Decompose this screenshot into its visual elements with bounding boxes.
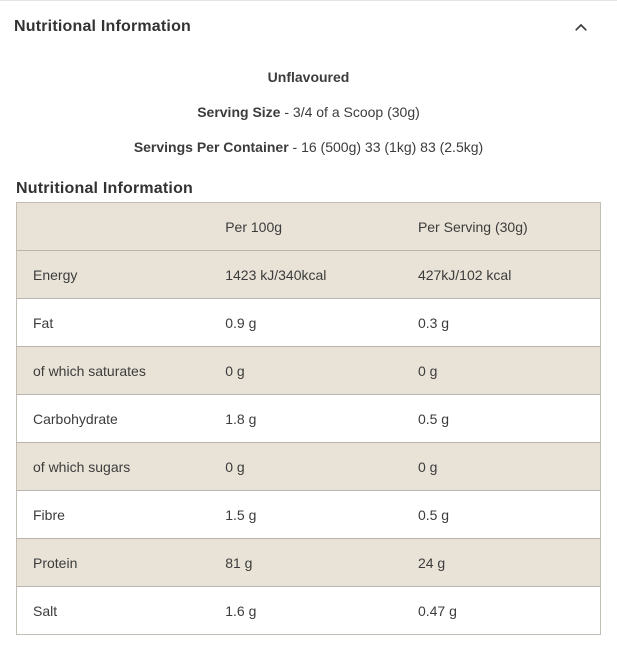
row-label: of which sugars — [16, 442, 210, 491]
row-label: Energy — [16, 250, 210, 299]
flavour-name: Unflavoured — [267, 69, 350, 85]
per-100g-value: 1.8 g — [209, 394, 402, 443]
per-100g-value: 0 g — [209, 346, 402, 395]
section-title: Nutritional Information — [14, 18, 192, 35]
row-label: Protein — [16, 538, 210, 587]
nutrition-table-title: Nutritional Information — [16, 180, 194, 197]
table-row: Energy 1423 kJ/340kcal 427kJ/102 kcal — [16, 250, 601, 299]
header-empty-cell — [17, 203, 210, 251]
row-label: Carbohydrate — [16, 394, 210, 443]
row-label: Fat — [16, 298, 210, 347]
per-100g-value: 1423 kJ/340kcal — [209, 250, 402, 299]
per-100g-value: 81 g — [209, 538, 402, 587]
per-100g-value: 1.6 g — [209, 586, 402, 635]
per-100g-value: 0.9 g — [209, 298, 402, 347]
servings-per-container-value: - 16 (500g) 33 (1kg) 83 (2.5kg) — [292, 139, 484, 155]
table-row: Protein 81 g 24 g — [16, 538, 601, 587]
row-label: Salt — [16, 586, 210, 635]
table-row: of which sugars 0 g 0 g — [16, 442, 601, 491]
servings-per-container-line: Servings Per Container - 16 (500g) 33 (1… — [0, 139, 617, 155]
header-per-100g: Per 100g — [225, 218, 283, 235]
serving-size-label: Serving Size — [197, 104, 281, 120]
servings-per-container-label: Servings Per Container — [133, 139, 289, 155]
per-serving-value: 0.3 g — [401, 298, 601, 347]
nutrition-accordion-header[interactable]: Nutritional Information — [0, 1, 617, 36]
table-header-row: Per 100g Per Serving (30g) — [16, 202, 601, 251]
per-serving-value: 0 g — [401, 346, 601, 395]
per-serving-value: 427kJ/102 kcal — [401, 250, 601, 299]
serving-size-value: - 3/4 of a Scoop (30g) — [284, 104, 420, 120]
table-row: of which saturates 0 g 0 g — [16, 346, 601, 395]
row-label: Fibre — [16, 490, 210, 539]
per-serving-value: 24 g — [401, 538, 601, 587]
nutrition-table: Per 100g Per Serving (30g) Energy 1423 k… — [16, 202, 601, 635]
per-serving-value: 0.5 g — [401, 490, 601, 539]
per-100g-value: 1.5 g — [209, 490, 402, 539]
serving-size-line: Serving Size - 3/4 of a Scoop (30g) — [0, 104, 617, 120]
header-per-serving: Per Serving (30g) — [417, 218, 528, 235]
chevron-up-icon[interactable] — [575, 23, 587, 31]
row-label: of which saturates — [16, 346, 210, 395]
nutritional-information-section: Nutritional Information Unflavoured Serv… — [0, 1, 617, 635]
table-row: Fibre 1.5 g 0.5 g — [16, 490, 601, 539]
table-row: Carbohydrate 1.8 g 0.5 g — [16, 394, 601, 443]
per-serving-value: 0.47 g — [401, 586, 601, 635]
per-serving-value: 0 g — [401, 442, 601, 491]
per-serving-value: 0.5 g — [401, 394, 601, 443]
serving-info: Unflavoured Serving Size - 3/4 of a Scoo… — [0, 69, 617, 155]
table-row: Salt 1.6 g 0.47 g — [16, 586, 601, 635]
per-100g-value: 0 g — [209, 442, 402, 491]
table-row: Fat 0.9 g 0.3 g — [16, 298, 601, 347]
